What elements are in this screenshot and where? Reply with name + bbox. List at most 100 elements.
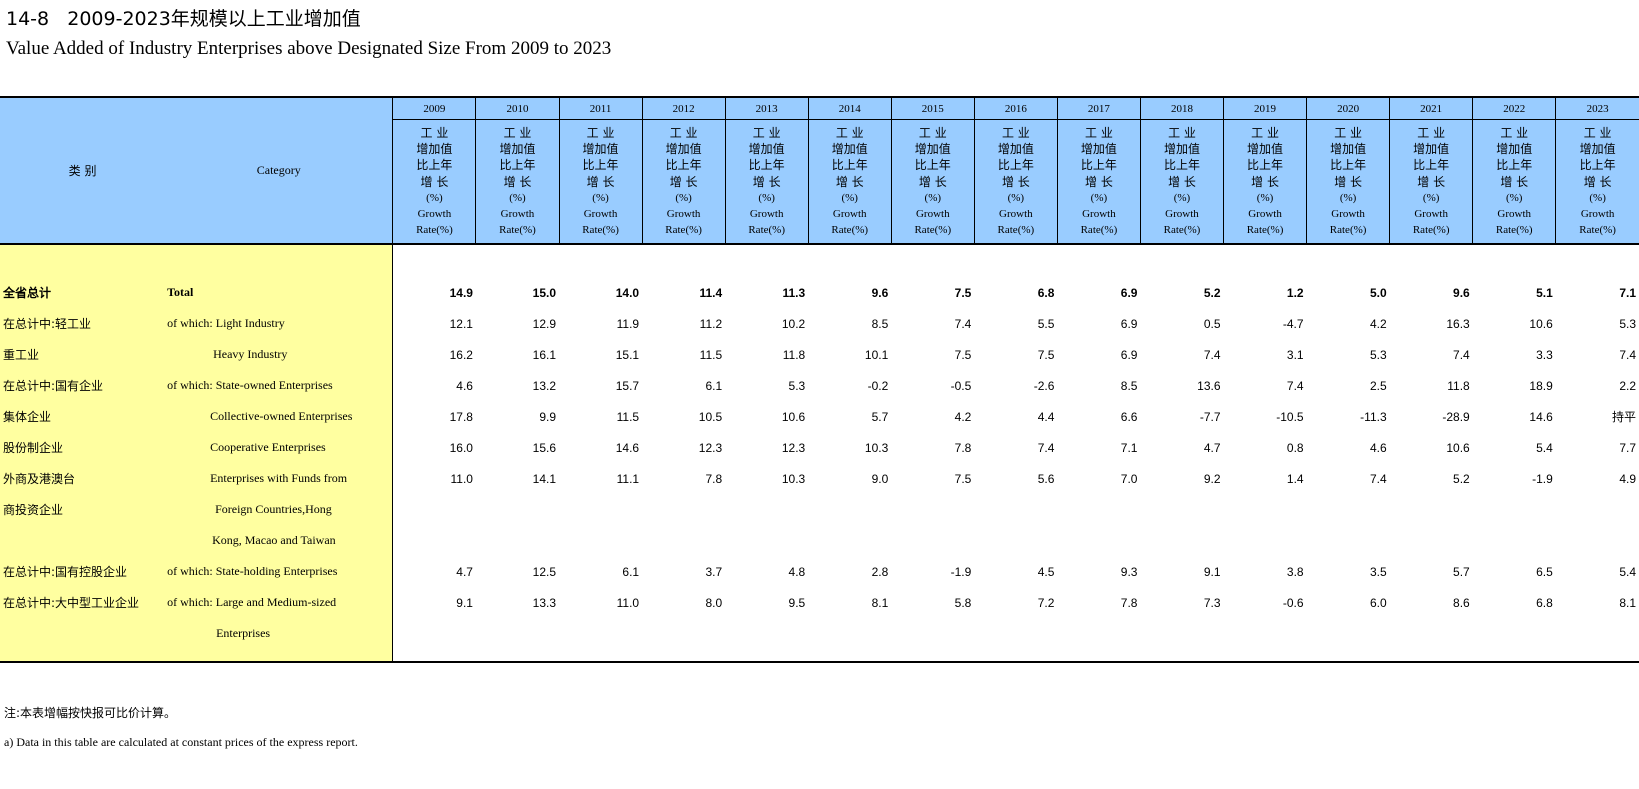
header-desc-line: 增 长 <box>835 174 864 189</box>
value-cell <box>1057 618 1140 649</box>
header-desc-line: (%) <box>841 191 858 204</box>
value-cell <box>1556 618 1639 649</box>
category-cn: 在总计中:国有控股企业 <box>0 556 166 587</box>
header-desc-line: (%) <box>924 191 942 204</box>
header-desc-line: 工 业 <box>918 126 947 140</box>
category-en: Foreign Countries,Hong <box>165 494 394 525</box>
category-en-label: Category <box>256 163 301 177</box>
value-cell: 7.4 <box>954 316 972 331</box>
value-cell: 7.5 <box>954 285 972 300</box>
header-desc-line: 比上年 <box>582 158 619 173</box>
value-cell: 4.5 <box>1037 564 1055 579</box>
header-desc-line: 增 长 <box>1417 174 1446 189</box>
value-cell: 10.3 <box>781 471 806 486</box>
header-desc-line: 增 长 <box>503 174 532 189</box>
header-desc-line: Growth <box>500 208 535 221</box>
header-desc-line: 增 长 <box>1583 174 1612 189</box>
value-cell: 7.3 <box>1203 595 1221 610</box>
category-cn-header: 类 别 <box>0 96 166 245</box>
table-row: 在总计中:大中型工业企业 of which: Large and Medium-s… <box>0 587 1639 618</box>
category-cn <box>0 618 166 649</box>
value-cell: 5.4 <box>1536 440 1553 455</box>
value-cell: 9.3 <box>1120 564 1138 579</box>
header-desc-line: 工 业 <box>669 126 698 140</box>
value-cell <box>808 525 891 556</box>
header-desc-line: Rate(%) <box>997 224 1035 237</box>
value-cell: 10.2 <box>781 316 806 331</box>
year-header-2015: 2015 <box>890 96 975 120</box>
header-desc-line: 增加值 <box>1496 142 1533 157</box>
value-cell: 16.0 <box>449 440 473 455</box>
header-desc-line: 增 长 <box>1500 174 1529 189</box>
description-header-row: 工 业增加值 比上年增 长 (%) Growth Rate(%) 工 业增加值 比上年增 长… <box>0 119 1639 244</box>
value-cell <box>1473 494 1556 525</box>
value-cell: -4.7 <box>1282 316 1304 331</box>
value-cell: 6.0 <box>1369 595 1387 610</box>
header-desc-line: 工 业 <box>1334 126 1363 140</box>
value-cell: 16.1 <box>532 347 557 362</box>
value-cell: 14.0 <box>615 285 640 300</box>
value-cell: 15.1 <box>615 347 640 362</box>
header-desc-line: Rate(%) <box>499 224 536 237</box>
category-en: of which: Light Industry <box>165 308 394 339</box>
growth-rate-header-2022: 工 业增加值 比上年增 长 (%) Growth Rate(%) <box>1472 119 1556 244</box>
value-cell: 6.9 <box>1120 347 1138 362</box>
header-desc-line: 增 长 <box>420 174 449 189</box>
header-desc-line: Growth <box>999 208 1033 221</box>
header-desc-line: Rate(%) <box>1329 224 1367 237</box>
header-desc-line: (%) <box>1422 191 1440 204</box>
header-desc-line: Rate(%) <box>1579 224 1616 237</box>
value-cell <box>725 618 808 649</box>
value-cell: 3.7 <box>705 564 723 579</box>
value-cell <box>1307 525 1390 556</box>
value-cell: 5.4 <box>1619 564 1636 579</box>
value-cell: 6.8 <box>1536 595 1553 610</box>
title-english: Value Added of Industry Enterprises abov… <box>6 38 612 59</box>
growth-rate-header-2011: 工 业增加值 比上年增 长 (%) Growth Rate(%) <box>558 119 643 244</box>
value-cell <box>1224 525 1307 556</box>
value-cell: 2.5 <box>1369 378 1387 393</box>
header-desc-line: 比上年 <box>499 158 536 173</box>
value-cell: 7.8 <box>954 440 972 455</box>
value-cell: 7.1 <box>1619 285 1636 300</box>
value-cell: 10.3 <box>864 440 889 455</box>
value-cell: 9.1 <box>456 595 473 610</box>
header-desc-line: 增加值 <box>1330 142 1367 157</box>
value-cell <box>1390 618 1473 649</box>
value-cell <box>974 618 1057 649</box>
value-cell: 4.2 <box>1369 316 1387 331</box>
value-cell: 10.6 <box>1529 316 1553 331</box>
value-cell: 5.7 <box>1453 564 1470 579</box>
header-desc-line: Growth <box>1580 208 1615 221</box>
year-header-2023: 2023 <box>1555 96 1639 120</box>
year-header-2016: 2016 <box>973 96 1058 120</box>
header-desc-line: (%) <box>1589 191 1606 204</box>
value-cell: 10.5 <box>698 409 723 424</box>
header-desc-line: Rate(%) <box>1495 224 1533 237</box>
table-row: 股份制企业 Cooperative Enterprises 16.0 15.6 14.6… <box>0 432 1639 463</box>
value-cell: 7.4 <box>1286 378 1304 393</box>
value-cell: 7.4 <box>1619 347 1636 362</box>
header-desc-line: (%) <box>1090 191 1108 204</box>
value-cell: 11.5 <box>616 409 640 424</box>
category-en: of which: Large and Medium-sized <box>165 587 394 618</box>
category-cn: 外商及港澳台 <box>0 463 166 494</box>
value-cell: -10.5 <box>1276 409 1304 424</box>
header-desc-line: 增 长 <box>1085 174 1113 189</box>
header-desc-line: 工 业 <box>503 126 532 140</box>
value-cell: 13.3 <box>532 595 557 610</box>
value-cell: 4.2 <box>954 409 972 424</box>
title-chinese: 14-8 2009-2023年规模以上工业增加值 <box>6 8 361 30</box>
header-desc-line: Growth <box>1248 208 1282 221</box>
value-cell <box>1140 618 1223 649</box>
value-cell: 5.3 <box>1369 347 1387 362</box>
header-desc-line: 工 业 <box>835 126 864 140</box>
value-cell: 10.1 <box>864 347 889 362</box>
header-desc-line: Growth <box>583 208 618 221</box>
value-cell: 12.5 <box>532 564 557 579</box>
value-cell: 7.8 <box>1120 595 1138 610</box>
value-cell: 11.8 <box>782 347 806 362</box>
value-cell <box>891 525 974 556</box>
category-en: of which: State-holding Enterprises <box>165 556 394 587</box>
year-header-2018: 2018 <box>1139 96 1224 120</box>
